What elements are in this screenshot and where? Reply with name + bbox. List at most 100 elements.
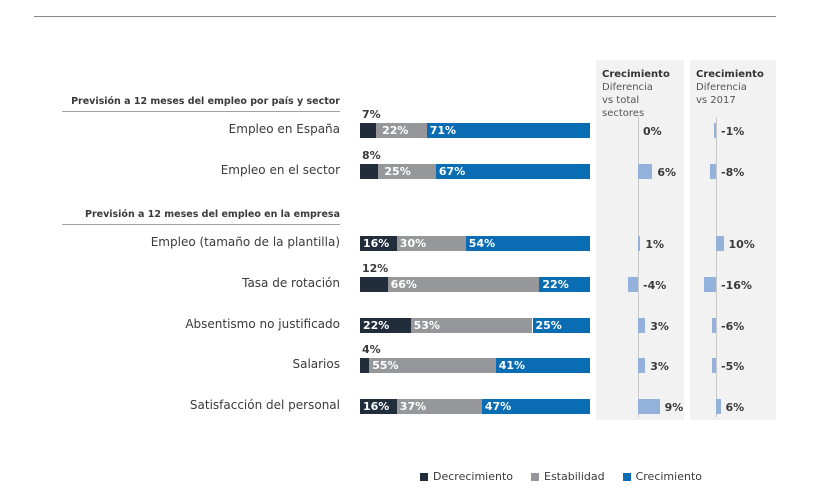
- legend-item-crecimiento: Crecimiento: [622, 470, 702, 483]
- bar-segment-decrecimiento: [360, 399, 397, 414]
- legend-item-estabilidad: Estabilidad: [531, 470, 605, 483]
- difference-bar: [638, 164, 653, 179]
- difference-label: -8%: [721, 166, 745, 179]
- bar-segment-crecimiento: [539, 277, 590, 292]
- difference-bar: [704, 277, 716, 292]
- bar-segment-estabilidad: [396, 399, 482, 414]
- bar-segment-decrecimiento: [360, 123, 377, 138]
- category-label: Empleo (tamaño de la plantilla): [150, 235, 340, 249]
- legend-label: Crecimiento: [635, 470, 702, 483]
- difference-bar: [628, 277, 638, 292]
- category-label: Tasa de rotación: [242, 276, 340, 290]
- data-label: 41%: [498, 359, 526, 372]
- difference-bar: [716, 236, 724, 251]
- legend-swatch: [420, 472, 428, 481]
- top-rule: [34, 16, 776, 17]
- difference-bar: [710, 164, 716, 179]
- data-label: 8%: [362, 149, 381, 162]
- bar-segment-decrecimiento: [360, 164, 379, 179]
- bar-segment-crecimiento: [532, 318, 590, 333]
- legend-label: Decrecimiento: [433, 470, 513, 483]
- panel-subtitle: Diferencia: [696, 82, 747, 93]
- difference-label: 1%: [645, 238, 665, 251]
- difference-label: -16%: [721, 279, 752, 292]
- data-label: 25%: [384, 165, 411, 178]
- difference-bar: [638, 236, 641, 251]
- bar-segment-crecimiento: [481, 399, 590, 414]
- legend: Decrecimiento Estabilidad Crecimiento: [420, 470, 702, 483]
- bar-segment-crecimiento: [435, 164, 590, 179]
- legend-item-decrecimiento: Decrecimiento: [420, 470, 513, 483]
- category-label: Satisfacción del personal: [189, 398, 340, 412]
- section-title: Previsión a 12 meses del empleo en la em…: [84, 209, 340, 220]
- data-label: 4%: [362, 343, 381, 356]
- data-label: 22%: [363, 319, 390, 332]
- data-label: 47%: [484, 400, 512, 413]
- difference-label: 6%: [725, 401, 745, 414]
- data-label: 7%: [362, 108, 381, 121]
- bar-segment-decrecimiento: [360, 318, 411, 333]
- data-label: 22%: [382, 124, 409, 137]
- difference-label: 0%: [643, 125, 662, 138]
- difference-label: -6%: [721, 320, 745, 333]
- difference-bar: [638, 358, 646, 373]
- data-label: 55%: [372, 359, 399, 372]
- legend-label: Estabilidad: [544, 470, 605, 483]
- legend-swatch: [531, 472, 539, 481]
- difference-label: 10%: [728, 238, 755, 251]
- bar-segment-crecimiento: [495, 358, 590, 373]
- panel-title: Crecimiento: [602, 69, 670, 80]
- bar-segment-estabilidad: [376, 123, 427, 138]
- difference-label: 3%: [650, 360, 669, 373]
- data-label: 12%: [362, 262, 389, 275]
- difference-bar: [711, 318, 716, 333]
- bar-segment-estabilidad: [369, 358, 496, 373]
- panel-subtitle: Diferencia: [602, 82, 653, 93]
- legend-swatch: [622, 472, 631, 481]
- category-label: Salarios: [292, 357, 340, 371]
- difference-label: 6%: [657, 166, 677, 179]
- difference-label: 9%: [664, 401, 684, 414]
- panel-subtitle: vs 2017: [696, 95, 736, 106]
- panel-title: Crecimiento: [696, 69, 764, 80]
- category-label: Absentismo no justificado: [185, 317, 340, 331]
- section-divider: [62, 111, 340, 112]
- panel-header: Crecimiento Diferencia vs total sectores: [602, 68, 684, 120]
- bar-segment-decrecimiento: [360, 236, 397, 251]
- data-label: 25%: [535, 319, 562, 332]
- section-title: Previsión a 12 meses del empleo por país…: [71, 96, 340, 107]
- difference-bar: [638, 318, 646, 333]
- difference-label: 3%: [650, 320, 669, 333]
- panel-subtitle: vs total sectores: [602, 95, 645, 119]
- difference-label: -4%: [643, 279, 667, 292]
- data-label: 71%: [429, 124, 457, 137]
- data-label: 30%: [399, 237, 427, 250]
- data-label: 37%: [399, 400, 427, 413]
- panel-header: Crecimiento Diferencia vs 2017: [696, 68, 764, 107]
- data-label: 53%: [413, 319, 440, 332]
- panel-axis: [716, 117, 717, 417]
- data-label: 16%: [363, 400, 390, 413]
- category-label: Empleo en España: [228, 122, 340, 136]
- bar-segment-crecimiento: [465, 236, 590, 251]
- data-label: 67%: [438, 165, 466, 178]
- difference-bar: [716, 399, 721, 414]
- bar-segment-decrecimiento: [360, 277, 388, 292]
- panel-axis: [638, 117, 639, 417]
- difference-bar: [714, 123, 716, 138]
- panel-diff-2017: Crecimiento Diferencia vs 2017: [690, 60, 776, 420]
- data-label: 22%: [542, 278, 569, 291]
- bar-segment-estabilidad: [378, 164, 436, 179]
- difference-label: -5%: [721, 360, 745, 373]
- section-divider: [62, 224, 340, 225]
- data-label: 54%: [468, 237, 496, 250]
- bar-segment-estabilidad: [387, 277, 540, 292]
- bar-segment-estabilidad: [396, 236, 466, 251]
- bar-segment-estabilidad: [410, 318, 533, 333]
- data-label: 16%: [363, 237, 390, 250]
- difference-bar: [712, 358, 716, 373]
- difference-label: -1%: [721, 125, 745, 138]
- data-label: 66%: [390, 278, 417, 291]
- category-label: Empleo en el sector: [220, 163, 340, 177]
- difference-bar: [638, 399, 660, 414]
